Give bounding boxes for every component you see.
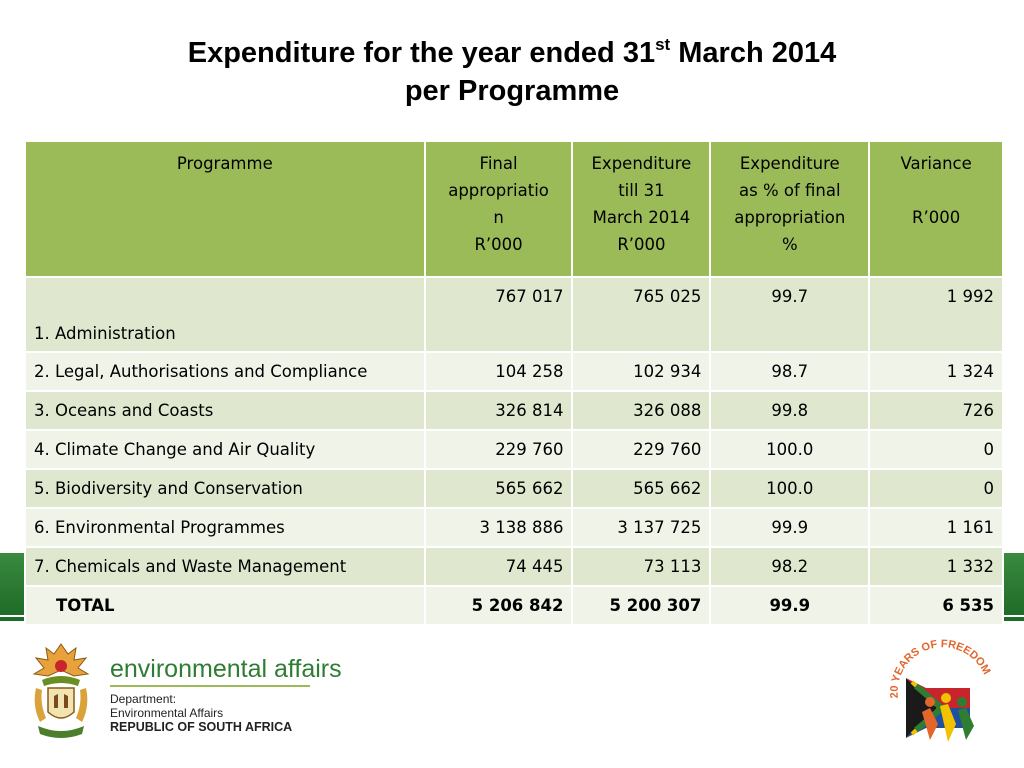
row-programme: 4. Climate Change and Air Quality [24,429,426,470]
row-expenditure: 326 088 [571,390,712,431]
total-label: TOTAL [24,585,426,626]
brand-divider [110,685,310,687]
title-line-2: per Programme [404,75,620,107]
table-total-row: TOTAL 5 206 842 5 200 307 99.9 6 535 [24,585,1004,626]
header-expenditure-percent: Expenditure as % of final appropriation … [709,140,871,278]
total-variance: 6 535 [868,585,1004,626]
row-final: 74 445 [423,546,574,587]
slide-title: Expenditure for the year ended 31st Marc… [0,34,1024,110]
table-row: 1. Administration 767 017 765 025 99.7 1… [24,276,1004,353]
row-programme: 1. Administration [24,276,426,353]
header-programme: Programme [24,140,426,278]
row-programme: 6. Environmental Programmes [24,507,426,548]
table-row: 3. Oceans and Coasts 326 814 326 088 99.… [24,390,1004,431]
row-final: 3 138 886 [423,507,574,548]
row-programme: 7. Chemicals and Waste Management [24,546,426,587]
row-variance: 1 324 [868,351,1004,392]
row-expenditure: 765 025 [571,276,712,353]
total-percent: 99.9 [709,585,871,626]
row-percent: 98.2 [709,546,871,587]
row-percent: 99.9 [709,507,871,548]
row-final: 326 814 [423,390,574,431]
row-expenditure: 565 662 [571,468,712,509]
dept-line-1: Department: [110,692,177,706]
title-line-1: Expenditure for the year ended 31st Marc… [187,35,837,69]
twenty-years-freedom-logo: 20 YEARS OF FREEDOM [878,628,998,763]
total-final: 5 206 842 [423,585,574,626]
row-variance: 1 161 [868,507,1004,548]
row-expenditure: 73 113 [571,546,712,587]
row-percent: 100.0 [709,429,871,470]
row-programme: 2. Legal, Authorisations and Compliance [24,351,426,392]
row-variance: 0 [868,429,1004,470]
table-header-row: Programme Final appropriatio n R’000 Exp… [24,140,1004,278]
table-row: 2. Legal, Authorisations and Compliance … [24,351,1004,392]
row-percent: 99.7 [709,276,871,353]
coat-of-arms-logo [24,636,98,751]
header-final-appropriation: Final appropriatio n R’000 [423,140,574,278]
department-branding: environmental affairs Department: Enviro… [110,655,342,734]
row-programme: 5. Biodiversity and Conservation [24,468,426,509]
row-percent: 98.7 [709,351,871,392]
table-row: 5. Biodiversity and Conservation 565 662… [24,468,1004,509]
row-variance: 726 [868,390,1004,431]
row-percent: 99.8 [709,390,871,431]
total-expenditure: 5 200 307 [571,585,712,626]
row-final: 565 662 [423,468,574,509]
row-variance: 1 992 [868,276,1004,353]
row-final: 767 017 [423,276,574,353]
row-final: 104 258 [423,351,574,392]
row-expenditure: 3 137 725 [571,507,712,548]
header-expenditure: Expenditure till 31 March 2014 R’000 [571,140,712,278]
row-percent: 100.0 [709,468,871,509]
row-expenditure: 229 760 [571,429,712,470]
header-variance: Variance R’000 [868,140,1004,278]
brand-name: environmental affairs [110,655,342,683]
dept-line-3: REPUBLIC OF SOUTH AFRICA [110,720,293,734]
row-final: 229 760 [423,429,574,470]
row-programme: 3. Oceans and Coasts [24,390,426,431]
table-row: 6. Environmental Programmes 3 138 886 3 … [24,507,1004,548]
row-variance: 0 [868,468,1004,509]
table-row: 7. Chemicals and Waste Management 74 445… [24,546,1004,587]
dept-line-2: Environmental Affairs [110,706,224,720]
table-row: 4. Climate Change and Air Quality 229 76… [24,429,1004,470]
row-variance: 1 332 [868,546,1004,587]
expenditure-table: Programme Final appropriatio n R’000 Exp… [24,140,1004,626]
row-expenditure: 102 934 [571,351,712,392]
